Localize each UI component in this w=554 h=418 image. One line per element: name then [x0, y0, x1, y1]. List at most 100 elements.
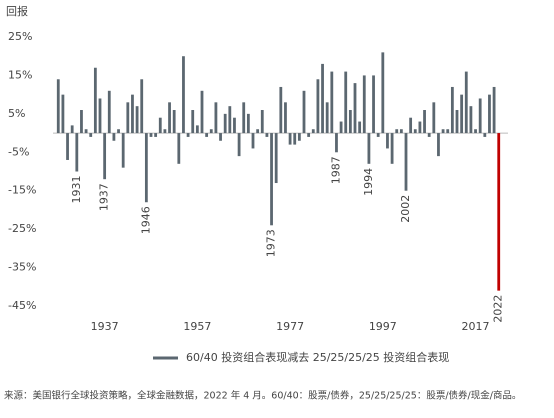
bar: [265, 133, 269, 137]
bar: [251, 133, 255, 149]
bar: [84, 129, 88, 134]
bar: [381, 52, 385, 134]
year-annotation: 2022: [492, 295, 505, 323]
bar: [335, 133, 338, 153]
bar: [186, 133, 190, 137]
bar: [492, 86, 496, 134]
bar: [321, 63, 324, 134]
bar: [395, 129, 399, 134]
bar: [223, 113, 227, 134]
bar: [413, 129, 417, 134]
year-annotation: 1937: [98, 183, 111, 211]
x-tick-label: 2017: [462, 320, 490, 333]
bar: [237, 133, 241, 157]
bar: [302, 90, 306, 134]
bar: [89, 133, 93, 137]
year-annotation: 1973: [265, 229, 278, 257]
bar: [386, 133, 389, 149]
bar: [131, 94, 134, 134]
bar: [219, 133, 222, 141]
bar: [126, 102, 130, 134]
bar: [135, 106, 139, 134]
bar: [488, 94, 491, 134]
bar: [61, 94, 65, 134]
bar: [149, 133, 153, 137]
bar: [195, 125, 199, 134]
y-tick-label: -25%: [8, 222, 36, 235]
bar: [93, 67, 97, 134]
bar: [112, 133, 116, 141]
bar: [144, 133, 148, 203]
bar: [163, 129, 167, 134]
bar: [362, 75, 366, 134]
year-annotation: 1994: [362, 168, 375, 196]
bar: [390, 133, 394, 164]
bar: [168, 102, 171, 134]
bar: [460, 94, 464, 134]
bar: [75, 133, 79, 172]
bar: [418, 121, 422, 134]
bar: [307, 133, 311, 137]
bar: [279, 86, 283, 134]
bar: [483, 133, 487, 137]
bar: [260, 110, 264, 134]
bar: [209, 129, 213, 134]
bar: [293, 133, 297, 145]
x-tick-label: 1957: [183, 320, 211, 333]
bar: [56, 79, 60, 134]
bar: [353, 83, 357, 134]
bar: [497, 133, 501, 291]
bar: [372, 75, 375, 134]
y-tick-label: 5%: [8, 107, 25, 120]
bar: [228, 106, 232, 134]
bar: [297, 133, 301, 141]
bar: [256, 129, 260, 134]
bar: [140, 79, 144, 134]
legend-label: 60/40 投资组合表现减去 25/25/25/25 投资组合表现: [186, 350, 449, 364]
bar: [214, 102, 218, 134]
bar: [172, 110, 176, 134]
bar: [376, 133, 380, 137]
x-tick-label: 1977: [276, 320, 304, 333]
bar: [121, 133, 125, 168]
bar: [427, 133, 431, 137]
bar: [399, 129, 403, 134]
year-annotation: 2002: [399, 195, 412, 223]
bar: [432, 102, 436, 134]
bar: [288, 133, 292, 145]
bar: [154, 133, 158, 137]
y-tick-label: -15%: [8, 184, 36, 197]
y-tick-label: 15%: [8, 68, 32, 81]
y-tick-label: 25%: [8, 30, 32, 43]
y-axis-label: 回报: [6, 4, 28, 18]
bar: [348, 110, 352, 134]
bar: [177, 133, 181, 164]
bar: [66, 133, 69, 160]
year-annotation: 1946: [139, 206, 152, 234]
bar: [339, 121, 343, 134]
year-annotation: 1931: [70, 176, 83, 204]
bar: [316, 79, 320, 134]
bar: [117, 129, 120, 134]
bar: [325, 102, 329, 134]
bar: [270, 133, 273, 226]
bar: [274, 133, 278, 184]
bar: [367, 133, 371, 164]
year-annotation: 1987: [329, 156, 342, 184]
bar: [409, 117, 413, 134]
bar: [441, 129, 445, 134]
bar: [191, 110, 195, 134]
x-tick-label: 1997: [369, 320, 397, 333]
bar: [158, 117, 162, 134]
bar: [358, 121, 362, 134]
y-tick-label: -5%: [8, 145, 29, 158]
bar: [450, 86, 454, 134]
bar: [478, 98, 482, 134]
x-tick-label: 1937: [91, 320, 119, 333]
footnote: 来源：美国银行全球投资策略，全球金融数据，2022 年 4 月。60/40：股票…: [4, 390, 521, 402]
bar: [404, 133, 408, 191]
bar: [344, 71, 348, 134]
bar: [80, 110, 83, 134]
bar: [284, 102, 287, 134]
